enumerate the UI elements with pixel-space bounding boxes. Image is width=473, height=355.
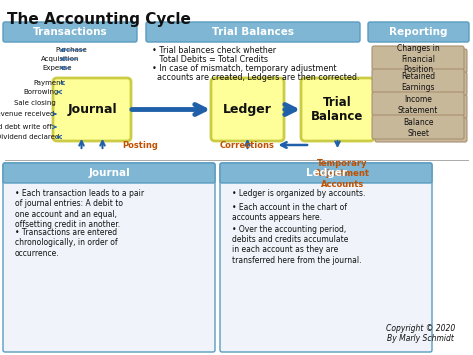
FancyBboxPatch shape xyxy=(372,46,464,70)
Text: Changes in
Financial
Position: Changes in Financial Position xyxy=(397,44,439,74)
Text: • Each account in the chart of
accounts appears here.: • Each account in the chart of accounts … xyxy=(232,202,347,222)
Text: Income
Statement: Income Statement xyxy=(398,95,438,115)
Text: Borrowing: Borrowing xyxy=(24,89,59,95)
FancyBboxPatch shape xyxy=(3,22,137,42)
Text: Dividend declared: Dividend declared xyxy=(0,134,59,140)
FancyBboxPatch shape xyxy=(372,115,464,139)
Text: Balance
Sheet: Balance Sheet xyxy=(403,118,433,138)
FancyBboxPatch shape xyxy=(146,22,360,42)
Text: Transactions: Transactions xyxy=(33,27,107,37)
Text: Journal: Journal xyxy=(67,103,117,116)
Text: Posting: Posting xyxy=(122,141,158,149)
Text: Expense: Expense xyxy=(43,65,72,71)
FancyBboxPatch shape xyxy=(3,163,215,352)
Text: Reporting: Reporting xyxy=(389,27,448,37)
Text: • Ledger is organized by accounts.: • Ledger is organized by accounts. xyxy=(232,189,365,198)
Text: • Transactions are entered
chronologically, in order of
occurrence.: • Transactions are entered chronological… xyxy=(15,228,118,258)
Text: Retained
Earnings: Retained Earnings xyxy=(401,72,435,92)
Text: Trial
Balance: Trial Balance xyxy=(311,95,364,124)
Text: Corrections: Corrections xyxy=(220,141,275,149)
Text: Sale closing: Sale closing xyxy=(14,100,56,106)
Text: • Trial balances check whether: • Trial balances check whether xyxy=(152,46,276,55)
FancyBboxPatch shape xyxy=(220,163,432,352)
Text: Total Debits = Total Credits: Total Debits = Total Credits xyxy=(152,55,268,64)
Text: • Over the accounting period,
debits and credits accumulate
in each account as t: • Over the accounting period, debits and… xyxy=(232,224,361,265)
FancyBboxPatch shape xyxy=(372,69,464,93)
Text: Temporary
Adjustment
Accounts: Temporary Adjustment Accounts xyxy=(315,159,370,189)
FancyBboxPatch shape xyxy=(220,163,432,183)
Text: • In case of mismatch, temporary adjustment: • In case of mismatch, temporary adjustm… xyxy=(152,64,336,73)
FancyBboxPatch shape xyxy=(368,22,469,42)
Text: • Each transaction leads to a pair
of journal entries: A debit to
one account an: • Each transaction leads to a pair of jo… xyxy=(15,189,144,229)
Text: Copyright © 2020
By Marly Schmidt: Copyright © 2020 By Marly Schmidt xyxy=(386,324,455,343)
Text: Revenue received: Revenue received xyxy=(0,111,54,117)
FancyBboxPatch shape xyxy=(375,118,467,142)
Text: Acquisition: Acquisition xyxy=(41,56,79,62)
FancyBboxPatch shape xyxy=(372,92,464,116)
FancyBboxPatch shape xyxy=(53,78,131,141)
FancyBboxPatch shape xyxy=(3,163,215,183)
FancyBboxPatch shape xyxy=(301,78,374,141)
Text: Ledger: Ledger xyxy=(306,168,347,178)
Text: The Accounting Cycle: The Accounting Cycle xyxy=(7,12,191,27)
Text: Ledger: Ledger xyxy=(223,103,272,116)
Text: accounts are created, Ledgers are then corrected.: accounts are created, Ledgers are then c… xyxy=(152,73,359,82)
Text: Purchase: Purchase xyxy=(55,47,87,53)
FancyBboxPatch shape xyxy=(375,95,467,119)
Text: Bad debt write off: Bad debt write off xyxy=(0,124,52,130)
Text: Trial Balances: Trial Balances xyxy=(212,27,294,37)
FancyBboxPatch shape xyxy=(375,49,467,73)
FancyBboxPatch shape xyxy=(375,72,467,96)
Text: Journal: Journal xyxy=(88,168,130,178)
Text: Payment: Payment xyxy=(34,80,64,86)
FancyBboxPatch shape xyxy=(211,78,284,141)
